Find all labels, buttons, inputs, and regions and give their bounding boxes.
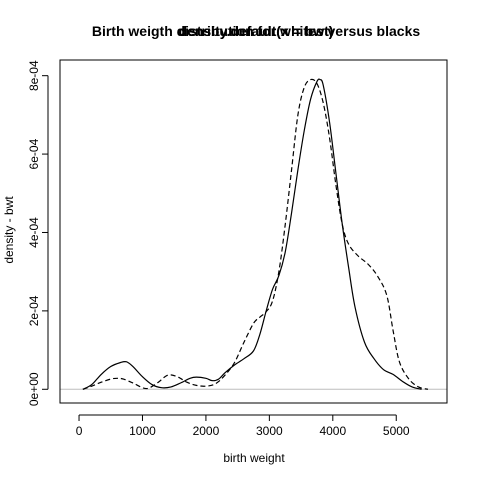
chart-title-overlay-2: density.default(x = bwt) [179, 23, 334, 39]
x-tick-label: 4000 [319, 424, 346, 438]
density-line-dashed [82, 78, 429, 390]
y-tick-label: 0e+00 [27, 372, 41, 406]
x-tick-label: 5000 [383, 424, 410, 438]
x-tick-label: 1000 [129, 424, 156, 438]
y-tick-label: 4e-04 [27, 217, 41, 248]
x-tick-label: 3000 [256, 424, 283, 438]
x-tick-label: 0 [76, 424, 83, 438]
plot-frame [59, 59, 448, 404]
chart-title: Birth weigth distribution for whites ver… [92, 23, 420, 39]
y-axis-label: density - bwt [2, 196, 16, 264]
y-tick-label: 2e-04 [27, 295, 41, 326]
chart-title-overlay-1: density.default(x = bwt) [179, 23, 334, 39]
x-tick-label: 2000 [193, 424, 220, 438]
x-axis-label: birth weight [223, 451, 285, 465]
plot-area: 0 1000 2000 3000 4000 5000 0e+00 2e-04 4e-04 6e-0… [27, 60, 447, 438]
y-tick-label: 6e-04 [27, 138, 41, 169]
y-tick-label: 8e-04 [27, 60, 41, 91]
